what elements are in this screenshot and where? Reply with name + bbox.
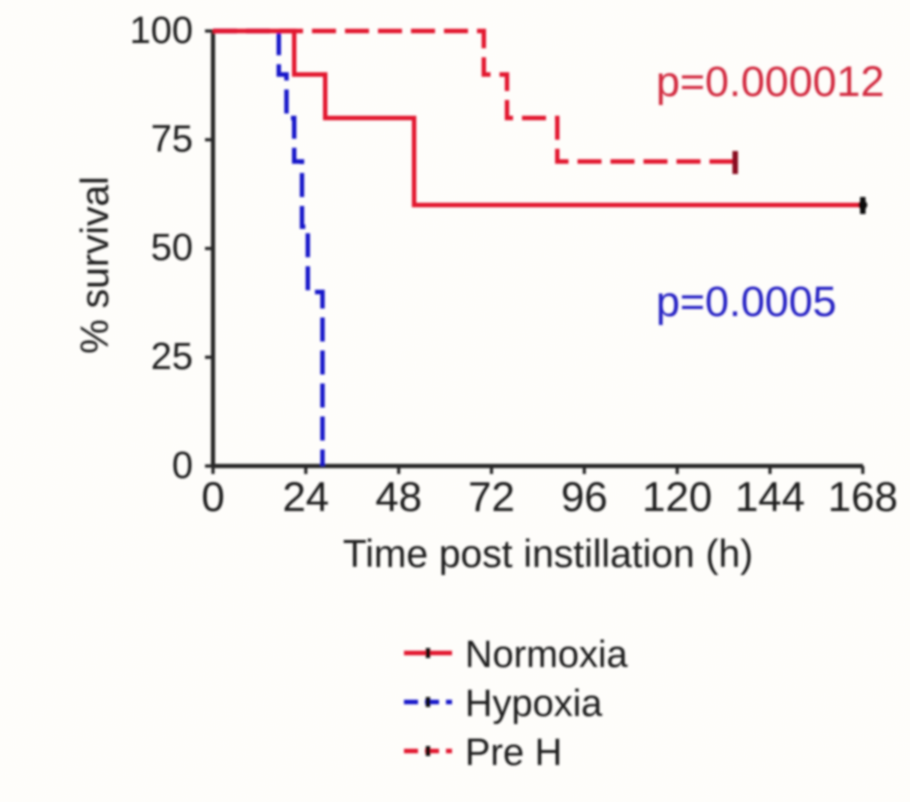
svg-text:50: 50: [151, 227, 193, 269]
svg-text:0: 0: [172, 445, 193, 487]
svg-text:168: 168: [828, 473, 898, 520]
svg-text:p=0.0005: p=0.0005: [656, 278, 837, 326]
svg-text:24: 24: [282, 473, 329, 520]
svg-text:p=0.000012: p=0.000012: [656, 58, 884, 106]
svg-text:72: 72: [468, 473, 515, 520]
svg-text:75: 75: [151, 119, 193, 161]
svg-text:144: 144: [735, 473, 805, 520]
svg-text:0: 0: [201, 473, 224, 520]
svg-text:Time post instillation (h): Time post instillation (h): [343, 533, 753, 576]
svg-text:% survival: % survival: [74, 176, 117, 354]
svg-text:120: 120: [642, 473, 712, 520]
svg-text:Hypoxia: Hypoxia: [465, 683, 603, 725]
svg-text:Pre H: Pre H: [465, 732, 562, 774]
svg-text:100: 100: [130, 10, 193, 52]
svg-text:25: 25: [151, 336, 193, 378]
svg-text:96: 96: [561, 473, 608, 520]
svg-text:48: 48: [375, 473, 422, 520]
svg-text:Normoxia: Normoxia: [465, 634, 628, 676]
